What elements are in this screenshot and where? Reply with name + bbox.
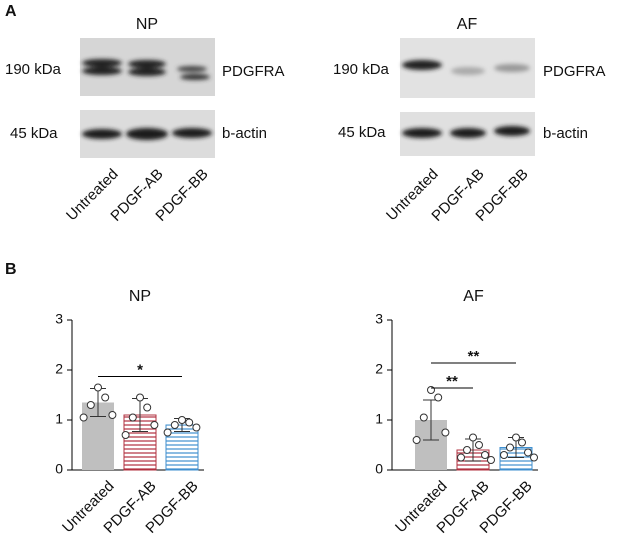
blot-title: NP: [136, 16, 158, 33]
data-point: [419, 413, 428, 422]
data-point: [136, 393, 144, 402]
marker-size: 190 kDa: [5, 61, 62, 78]
data-point: [192, 423, 201, 432]
protein-label: PDGFRA: [543, 63, 606, 80]
data-point: [143, 403, 152, 412]
y-tick-label: 1: [375, 411, 383, 427]
data-point: [108, 411, 117, 419]
y-tick-label: 3: [375, 311, 383, 327]
data-point: [163, 428, 172, 437]
data-point: [463, 446, 471, 454]
data-point: [86, 401, 95, 409]
data-point: [487, 456, 495, 464]
y-tick-label: 1: [55, 411, 63, 427]
data-point: [185, 418, 194, 427]
panel-label: B: [5, 261, 17, 278]
data-point: [512, 433, 520, 442]
data-point: [101, 393, 110, 402]
protein-label: b-actin: [543, 125, 588, 142]
data-point: [500, 451, 508, 459]
blot-np: [80, 38, 215, 158]
data-point: [178, 416, 186, 424]
data-point: [441, 428, 450, 437]
chart-title: AF: [463, 288, 484, 305]
data-point: [128, 413, 137, 422]
significance-label: **: [468, 348, 480, 365]
blot-af: [400, 38, 535, 156]
blot-title: AF: [457, 16, 478, 33]
marker-size: 190 kDa: [333, 61, 390, 78]
data-point: [506, 443, 514, 452]
significance-label: *: [137, 361, 143, 378]
data-point: [481, 451, 489, 459]
y-tick-label: 0: [55, 461, 63, 477]
significance-label: **: [446, 373, 458, 390]
data-point: [518, 438, 526, 447]
data-point: [434, 393, 443, 402]
y-tick-label: 2: [55, 361, 63, 377]
data-point: [121, 431, 130, 439]
data-point: [469, 433, 477, 442]
marker-size: 45 kDa: [338, 124, 386, 141]
y-tick-label: 2: [375, 361, 383, 377]
data-point: [150, 421, 159, 429]
data-point: [94, 383, 102, 392]
data-point: [170, 421, 179, 429]
data-point: [457, 453, 465, 462]
protein-label: b-actin: [222, 125, 267, 142]
y-tick-label: 3: [55, 311, 63, 327]
y-tick-label: 0: [375, 461, 383, 477]
protein-label: PDGFRA: [222, 63, 285, 80]
data-point: [412, 436, 421, 444]
panel-label: A: [5, 3, 17, 20]
data-point: [475, 441, 483, 449]
chart-title: NP: [129, 288, 151, 305]
data-point: [79, 413, 88, 422]
marker-size: 45 kDa: [10, 125, 58, 142]
data-point: [524, 448, 532, 457]
data-point: [530, 453, 538, 462]
